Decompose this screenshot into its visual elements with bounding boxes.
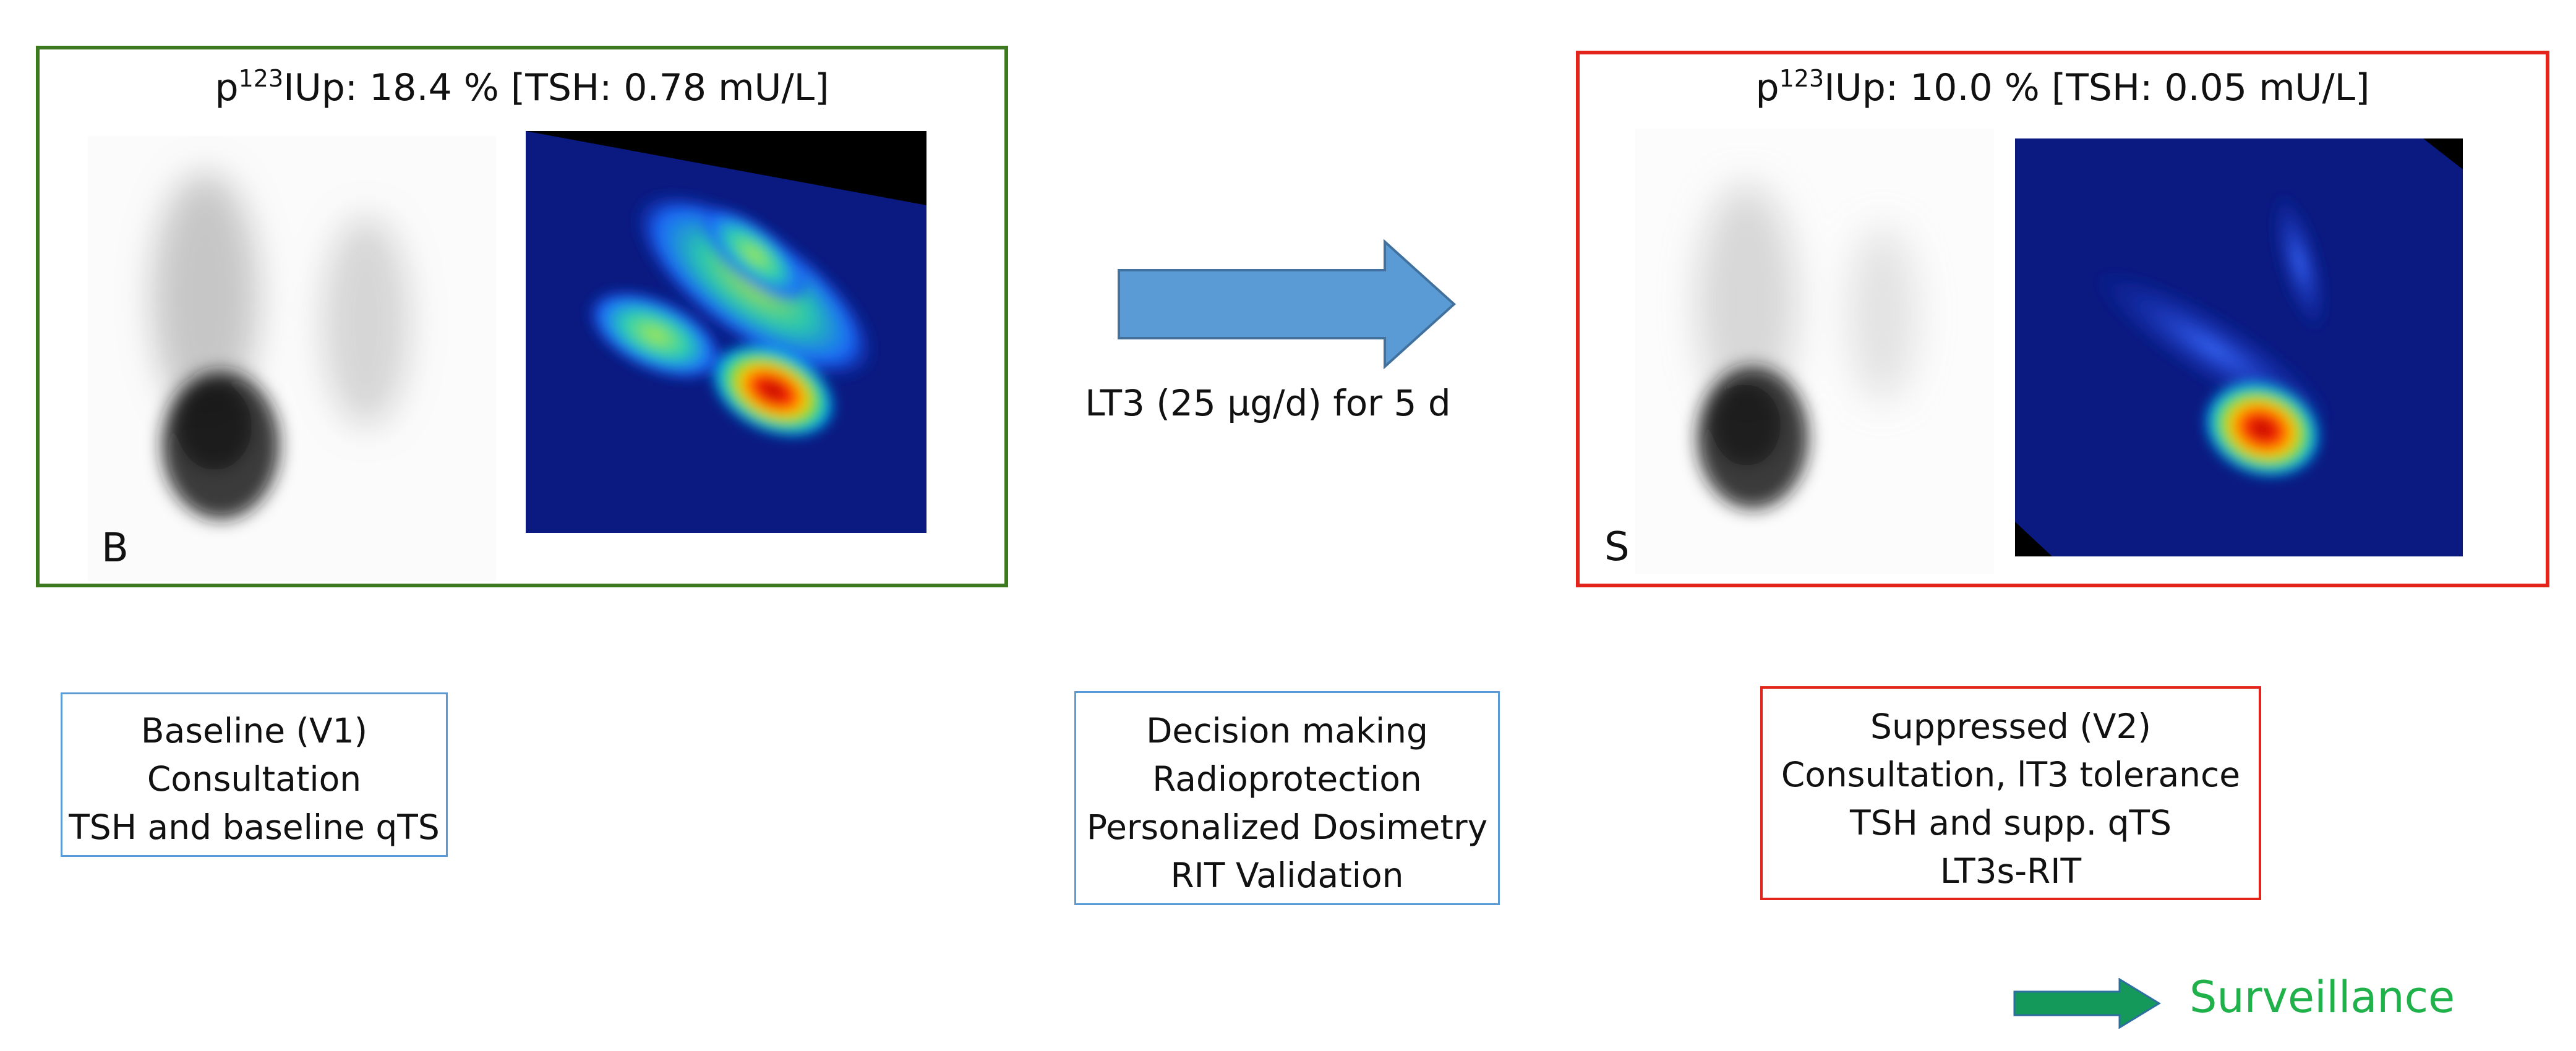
box-line: RIT Validation (1170, 856, 1404, 895)
suppressed-scintigraphy-image (1635, 129, 1994, 574)
box-line: TSH and supp. qTS (1849, 803, 2172, 843)
baseline-step-box: Baseline (V1) Consultation TSH and basel… (61, 692, 448, 857)
suppressed-step-box: Suppressed (V2) Consultation, lT3 tolera… (1760, 686, 2261, 900)
decision-step-box: Decision making Radioprotection Personal… (1074, 691, 1500, 905)
suppressed-letter: S (1604, 524, 1630, 570)
treatment-label: LT3 (25 µg/d) for 5 d (1085, 382, 1451, 424)
baseline-heatmap-image (526, 131, 926, 533)
box-line: Suppressed (V2) (1870, 707, 2151, 746)
baseline-uptake-label: p123IUp: 18.4 % [TSH: 0.78 mU/L] (215, 65, 829, 109)
box-line: Consultation, lT3 tolerance (1781, 755, 2241, 794)
baseline-scintigraphy-image (88, 136, 496, 581)
box-line: Radioprotection (1152, 759, 1422, 799)
transition-arrow (1118, 239, 1456, 370)
box-line: Consultation (147, 759, 362, 799)
suppressed-uptake-label: p123IUp: 10.0 % [TSH: 0.05 mU/L] (1755, 65, 2370, 109)
box-line: Personalized Dosimetry (1086, 807, 1488, 847)
box-line: Baseline (V1) (140, 711, 368, 751)
surveillance-arrow (2013, 978, 2161, 1029)
box-line: TSH and baseline qTS (69, 807, 440, 847)
baseline-letter: B (101, 526, 129, 571)
suppressed-heatmap-image (2015, 138, 2463, 556)
baseline-scan-panel: p123IUp: 18.4 % [TSH: 0.78 mU/L] (36, 46, 1008, 587)
box-line: LT3s-RIT (1940, 851, 2082, 891)
surveillance-label: Surveillance (2189, 972, 2455, 1023)
suppressed-scan-panel: p123IUp: 10.0 % [TSH: 0.05 mU/L] (1576, 51, 2549, 587)
box-line: Decision making (1146, 711, 1428, 751)
